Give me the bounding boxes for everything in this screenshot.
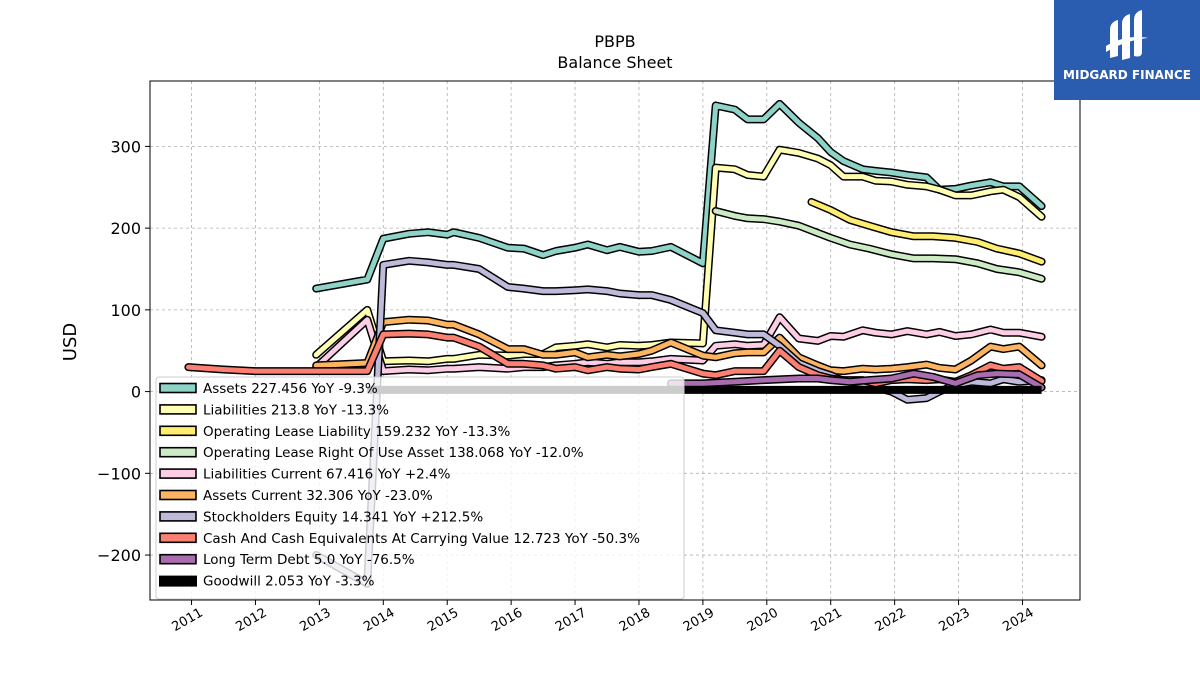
legend-swatch bbox=[159, 575, 197, 587]
y-tick-label: 100 bbox=[110, 301, 141, 320]
legend-label: Stockholders Equity 14.341 YoY +212.5% bbox=[203, 509, 483, 525]
series-layer bbox=[184, 99, 1046, 588]
y-tick-label: −200 bbox=[97, 546, 141, 565]
series-cash-and-cash-equivalents-at-carrying-value bbox=[184, 329, 1046, 388]
x-tick-label: 2024 bbox=[1000, 605, 1036, 635]
legend-label: Assets Current 32.306 YoY -23.0% bbox=[203, 488, 433, 504]
legend-label: Cash And Cash Equivalents At Carrying Va… bbox=[203, 531, 640, 547]
chart-title: PBPB bbox=[594, 32, 635, 51]
x-tick-label: 2023 bbox=[937, 605, 973, 635]
legend-item: Cash And Cash Equivalents At Carrying Va… bbox=[159, 531, 640, 547]
legend-swatch bbox=[159, 553, 197, 565]
y-tick-label: 0 bbox=[131, 383, 141, 402]
x-tick-label: 2011 bbox=[170, 605, 206, 635]
legend-item: Operating Lease Right Of Use Asset 138.0… bbox=[159, 445, 584, 461]
series-long-term-debt bbox=[666, 369, 1046, 392]
series-line bbox=[809, 199, 1045, 265]
series-operating-lease-right-of-use-asset bbox=[711, 207, 1046, 283]
legend-swatch bbox=[159, 468, 197, 479]
series-operating-lease-liability bbox=[807, 198, 1046, 266]
x-tick-label: 2018 bbox=[617, 605, 653, 635]
series-line bbox=[313, 147, 1045, 364]
series-line bbox=[313, 258, 1045, 587]
series-assets bbox=[312, 99, 1046, 293]
series-assets-current bbox=[312, 315, 1046, 376]
legend-label: Liabilities 213.8 YoY -13.3% bbox=[203, 402, 389, 418]
legend-swatch bbox=[159, 425, 197, 437]
x-tick-label: 2014 bbox=[361, 605, 397, 635]
series-line bbox=[713, 208, 1045, 282]
legend-item: Stockholders Equity 14.341 YoY +212.5% bbox=[159, 509, 483, 525]
legend-label: Goodwill 2.053 YoY -3.3% bbox=[203, 574, 375, 590]
x-tick-label: 2015 bbox=[425, 605, 461, 635]
logo-mark-icon bbox=[1106, 10, 1148, 60]
legend-swatch bbox=[159, 489, 197, 501]
legend-item: Long Term Debt 5.0 YoY -76.5% bbox=[159, 552, 415, 568]
y-tick-label: −100 bbox=[97, 464, 141, 483]
series-line bbox=[185, 331, 1045, 386]
legend-item: Liabilities Current 67.416 YoY +2.4% bbox=[159, 467, 451, 483]
x-tick-label: 2021 bbox=[809, 605, 845, 635]
x-tick-label: 2020 bbox=[745, 605, 781, 635]
x-tick-label: 2017 bbox=[553, 605, 589, 635]
legend-item: Assets Current 32.306 YoY -23.0% bbox=[159, 488, 433, 504]
legend-swatch bbox=[159, 446, 197, 458]
legend-swatch bbox=[159, 404, 197, 415]
legend-label: Operating Lease Liability 159.232 YoY -1… bbox=[203, 424, 511, 440]
series-liabilities-current bbox=[312, 313, 1046, 376]
y-axis-label: USD bbox=[60, 323, 81, 361]
midgard-finance-logo: MIDGARD FINANCE bbox=[1054, 0, 1200, 100]
legend-label: Operating Lease Right Of Use Asset 138.0… bbox=[203, 445, 584, 461]
x-tick-label: 2019 bbox=[681, 605, 717, 635]
legend-label: Long Term Debt 5.0 YoY -76.5% bbox=[203, 552, 415, 568]
legend-item: Liabilities 213.8 YoY -13.3% bbox=[159, 402, 389, 418]
legend-label: Assets 227.456 YoY -9.3% bbox=[203, 381, 378, 397]
series-line bbox=[668, 371, 1045, 390]
legend-box bbox=[155, 376, 685, 600]
legend: Assets 227.456 YoY -9.3% Liabilities 213.… bbox=[155, 376, 685, 600]
series-line bbox=[313, 317, 1045, 374]
legend-swatch bbox=[159, 511, 197, 522]
series-liabilities bbox=[312, 145, 1046, 366]
y-tick-label: 200 bbox=[110, 219, 141, 238]
series-stockholders-equity bbox=[312, 256, 1046, 588]
y-tick-label: 300 bbox=[110, 137, 141, 156]
legend-item: Goodwill 2.053 YoY -3.3% bbox=[159, 574, 375, 590]
x-tick-label: 2013 bbox=[297, 605, 333, 635]
legend-swatch bbox=[159, 382, 197, 394]
legend-item: Assets 227.456 YoY -9.3% bbox=[159, 381, 378, 397]
logo-text: MIDGARD FINANCE bbox=[1063, 68, 1191, 82]
legend-swatch bbox=[159, 532, 197, 544]
x-tick-label: 2012 bbox=[233, 605, 269, 635]
x-tick-label: 2022 bbox=[873, 605, 909, 635]
x-tick-label: 2016 bbox=[489, 605, 525, 635]
legend-item: Operating Lease Liability 159.232 YoY -1… bbox=[159, 424, 511, 440]
chart-subtitle: Balance Sheet bbox=[557, 53, 672, 72]
series-line bbox=[313, 101, 1045, 292]
plot-frame bbox=[149, 80, 1081, 601]
legend-label: Liabilities Current 67.416 YoY +2.4% bbox=[203, 467, 451, 483]
series-line bbox=[313, 314, 1045, 374]
